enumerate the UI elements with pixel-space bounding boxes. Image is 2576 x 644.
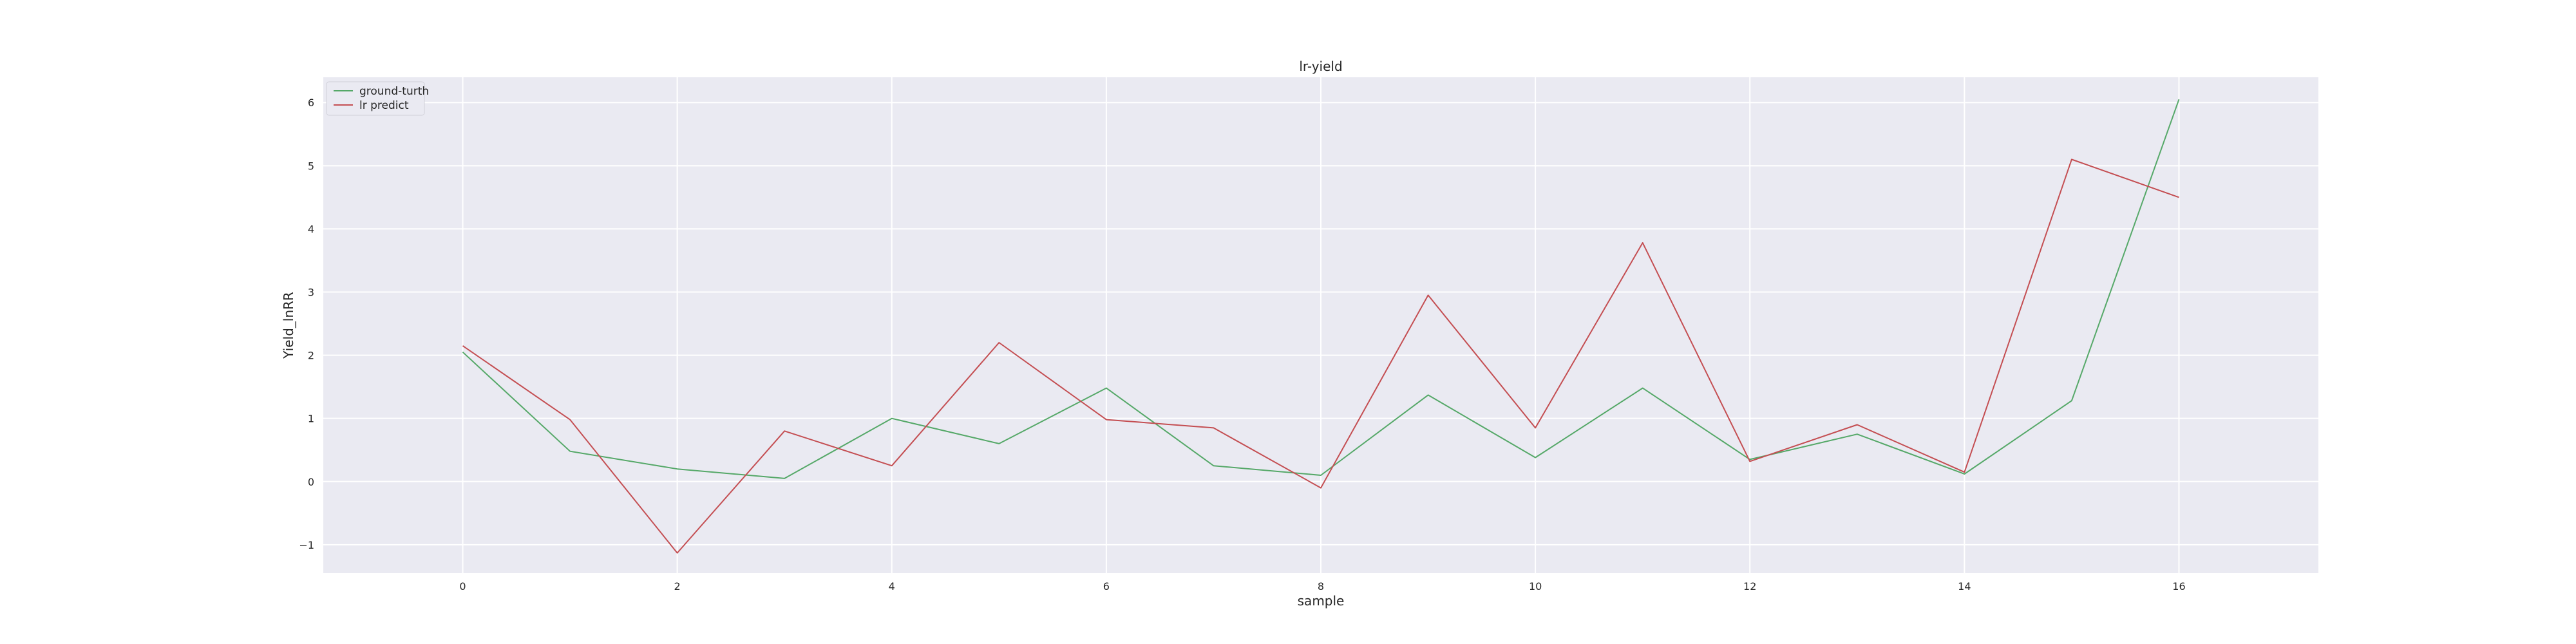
x-tick-label: 2 — [674, 580, 681, 592]
y-axis-label: Yield_lnRR — [281, 292, 296, 359]
x-tick-label: 12 — [1743, 580, 1756, 592]
chart-title: lr-yield — [1299, 59, 1342, 74]
x-tick-label: 0 — [459, 580, 466, 592]
x-tick-label: 14 — [1958, 580, 1971, 592]
y-tick-label: 3 — [308, 287, 314, 299]
x-tick-label: 4 — [889, 580, 895, 592]
y-tick-label: 2 — [308, 350, 314, 362]
series-line-lr-predict — [462, 158, 2179, 554]
y-tick-label: 0 — [308, 476, 314, 488]
series-layer — [462, 99, 2180, 554]
x-axis-label: sample — [1298, 593, 1345, 609]
y-tick-label: −1 — [299, 539, 314, 551]
y-tick-label: 5 — [308, 160, 314, 172]
y-tick-label: 1 — [308, 413, 314, 425]
legend-label-ground-turth: ground-turth — [359, 85, 429, 98]
y-tick-label: 4 — [308, 223, 314, 235]
legend-label-lr-predict: lr predict — [359, 99, 409, 112]
series-line-ground-turth — [462, 99, 2180, 479]
x-tick-label: 6 — [1103, 580, 1110, 592]
grid — [323, 77, 2318, 573]
x-tick-label: 16 — [2172, 580, 2185, 592]
legend: ground-turth lr predict — [326, 81, 429, 116]
y-tick-label: 6 — [308, 97, 314, 109]
x-tick-label: 8 — [1318, 580, 1324, 592]
x-tick-label: 10 — [1529, 580, 1542, 592]
